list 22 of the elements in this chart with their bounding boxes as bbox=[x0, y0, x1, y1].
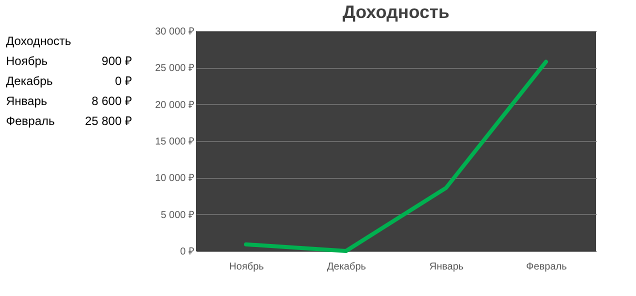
line-series bbox=[244, 60, 548, 253]
x-tick-label: Ноябрь bbox=[229, 262, 264, 272]
y-tick-label: 0 ₽ bbox=[180, 246, 194, 258]
text: 8 600 ₽ bbox=[92, 94, 132, 108]
y-tick-label: 25 000 ₽ bbox=[155, 63, 194, 74]
y-tick-label: 15 000 ₽ bbox=[155, 136, 194, 148]
y-tick-label: 5 000 ₽ bbox=[160, 210, 194, 221]
category-label: Февраль bbox=[6, 114, 55, 128]
text: 25 800 ₽ bbox=[84, 114, 132, 128]
category-label: Декабрь bbox=[6, 74, 53, 88]
y-tick-label: 20 000 ₽ bbox=[155, 100, 194, 111]
x-tick-label: Февраль bbox=[526, 262, 567, 272]
y-tick-label: 30 000 ₽ bbox=[155, 26, 194, 38]
x-tick-label: Январь bbox=[429, 262, 464, 272]
text: 0 ₽ bbox=[114, 74, 132, 88]
x-tick-label: Декабрь bbox=[327, 262, 366, 272]
text: 900 ₽ bbox=[102, 54, 132, 68]
y-tick-label: 10 000 ₽ bbox=[155, 173, 194, 184]
category-label: Январь bbox=[6, 94, 48, 108]
text: Доходность bbox=[6, 34, 72, 48]
chart-title: Доходность bbox=[342, 2, 450, 22]
category-label: Ноябрь bbox=[6, 54, 48, 68]
